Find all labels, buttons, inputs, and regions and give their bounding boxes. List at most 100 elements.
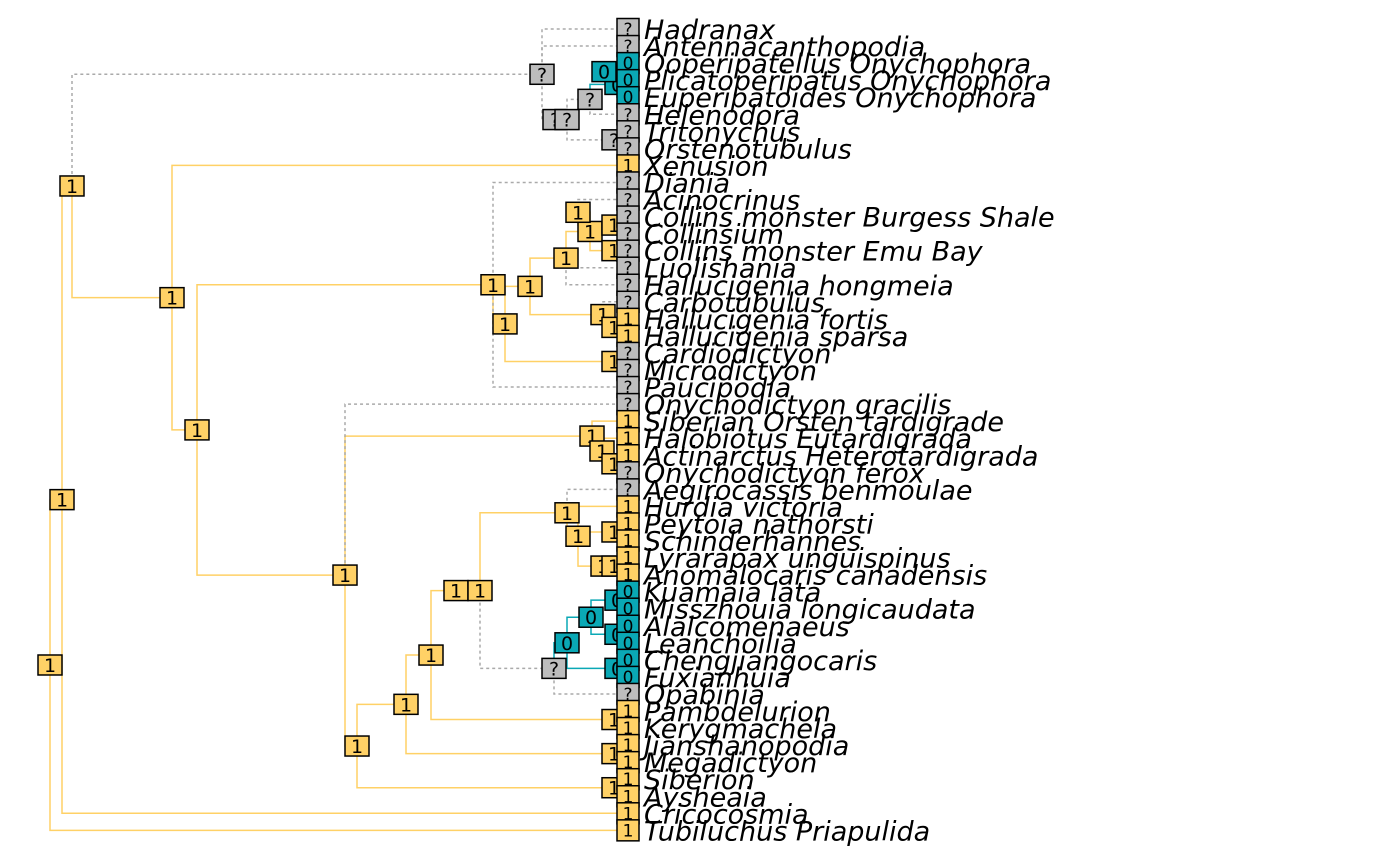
state-box xyxy=(59,175,85,197)
state-text: ? xyxy=(623,173,632,193)
node-state-marker: 1 xyxy=(467,579,493,603)
taxon-label: Alalcomenaeus xyxy=(642,612,850,643)
branch xyxy=(405,704,614,755)
state-text: 1 xyxy=(623,702,634,722)
state-text: 1 xyxy=(623,156,634,176)
state-text: 1 xyxy=(623,787,634,807)
node-state-marker: ? xyxy=(554,108,580,132)
branch xyxy=(196,429,345,576)
branch xyxy=(196,284,493,430)
state-text: 1 xyxy=(560,248,572,270)
state-text: 1 xyxy=(623,770,634,790)
state-text: 0 xyxy=(623,54,634,74)
state-text: 1 xyxy=(499,314,511,336)
taxon-label: Antennacanthopodia xyxy=(642,32,925,63)
state-box xyxy=(591,60,617,83)
state-box xyxy=(49,488,75,511)
state-text: 1 xyxy=(400,694,412,716)
branch xyxy=(71,185,172,299)
tip-branch xyxy=(602,301,628,315)
state-text: ? xyxy=(623,139,632,159)
node-state-marker: 1 xyxy=(517,275,543,298)
node-state-marker: 1 xyxy=(159,286,185,310)
state-text: 1 xyxy=(425,645,437,667)
taxon-label: Chengjiangocaris xyxy=(644,646,877,677)
state-text: 0 xyxy=(598,62,610,84)
state-text: 1 xyxy=(623,753,634,773)
taxon-label: Actinarctus Heterotardigrada xyxy=(642,441,1038,472)
tip-branch xyxy=(541,45,628,75)
taxon-label: Helenodora xyxy=(644,100,800,131)
taxon-label: Paucipodia xyxy=(644,373,791,404)
state-text: 1 xyxy=(474,581,486,603)
state-text: ? xyxy=(623,122,632,142)
state-box xyxy=(517,275,543,298)
node-state-marker: 0 xyxy=(554,632,580,655)
state-text: 1 xyxy=(351,736,363,758)
state-box xyxy=(37,654,63,676)
node-state-marker: 1 xyxy=(554,502,580,525)
state-text: 0 xyxy=(561,633,573,655)
node-state-marker: 1 xyxy=(577,220,603,243)
state-text: 1 xyxy=(623,566,634,586)
node-state-marker: 1 xyxy=(49,488,75,512)
taxon-label: Anomalocaris canadensis xyxy=(642,561,987,592)
tip-state-marker: 0 xyxy=(616,580,640,603)
tip-branch xyxy=(344,403,628,576)
tip-branch xyxy=(492,181,628,285)
tip-branch xyxy=(49,664,628,832)
branch xyxy=(356,703,406,747)
state-text: ? xyxy=(623,344,632,364)
state-box xyxy=(529,63,555,86)
state-box xyxy=(554,632,580,654)
taxon-label: Collins monster Emu Bay xyxy=(644,237,984,268)
taxon-label: Orstenotubulus xyxy=(644,134,852,165)
tip-state-marker: ? xyxy=(616,103,640,126)
state-text: ? xyxy=(623,191,632,211)
taxon-label: Aysheaia xyxy=(642,782,767,813)
taxon-labels: HadranaxAntennacanthopodiaOoperipatellus… xyxy=(639,15,1055,847)
state-box xyxy=(492,313,518,335)
state-box xyxy=(184,419,210,441)
state-text: 0 xyxy=(623,600,634,620)
state-text: 1 xyxy=(623,327,634,347)
taxon-label: Aegirocassis benmoulae xyxy=(642,475,972,506)
taxon-label: Siberion xyxy=(644,765,755,796)
taxon-label: Diania xyxy=(644,168,730,199)
branch xyxy=(171,297,197,431)
tip-state-marker: ? xyxy=(616,188,640,211)
state-text: 1 xyxy=(561,503,573,525)
state-box xyxy=(565,525,591,547)
node-state-marker: ? xyxy=(577,88,603,111)
taxon-label: Kuamaia lata xyxy=(644,578,821,609)
taxon-label: Hallucigenia fortis xyxy=(644,305,888,336)
state-text: ? xyxy=(562,110,572,132)
tip-branch xyxy=(565,258,628,269)
taxon-label: Megadictyon xyxy=(644,748,817,779)
state-text: ? xyxy=(609,130,619,152)
taxon-label: Hallucigenia hongmeia xyxy=(644,271,954,302)
node-state-marker: ? xyxy=(541,657,567,680)
taxon-label: Carbotubulus xyxy=(644,288,825,319)
node-state-marker: 1 xyxy=(565,525,591,548)
taxon-label: Opabinia xyxy=(644,680,765,711)
state-text: 1 xyxy=(623,804,634,824)
tip-state-marker: 1 xyxy=(616,750,640,774)
taxon-label: Cricocosmia xyxy=(644,799,809,830)
taxon-label: Hadranax xyxy=(644,15,776,46)
state-text: 1 xyxy=(339,565,351,587)
branch xyxy=(71,73,542,186)
state-text: ? xyxy=(623,293,632,313)
state-text: 0 xyxy=(585,607,597,629)
state-text: ? xyxy=(549,658,559,680)
state-text: ? xyxy=(623,276,632,296)
state-box xyxy=(332,564,358,586)
tip-branch xyxy=(171,164,628,298)
state-text: 0 xyxy=(623,651,634,671)
state-text: 1 xyxy=(623,497,634,517)
state-text: ? xyxy=(623,259,632,279)
tip-state-marker: ? xyxy=(616,222,640,245)
taxon-label: Plicatoperipatus Onychophora xyxy=(644,66,1051,97)
node-state-marker: 1 xyxy=(37,654,63,677)
